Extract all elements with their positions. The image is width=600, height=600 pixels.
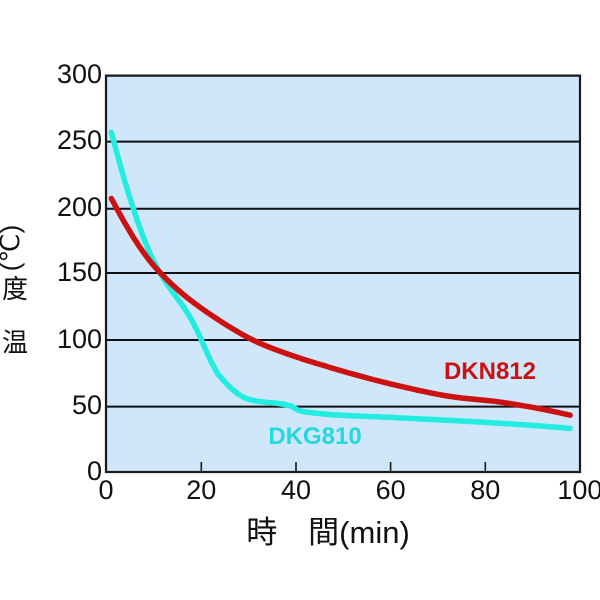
- svg-text:度: 度: [2, 274, 28, 304]
- svg-text:300: 300: [57, 59, 102, 89]
- svg-text:温: 温: [2, 328, 28, 358]
- svg-text:250: 250: [57, 125, 102, 155]
- svg-text:20: 20: [186, 475, 216, 505]
- svg-text:60: 60: [376, 475, 406, 505]
- svg-text:(℃): (℃): [0, 225, 25, 272]
- svg-text:50: 50: [72, 390, 102, 420]
- svg-text:時 間(min): 時 間(min): [246, 515, 410, 550]
- svg-text:100: 100: [57, 324, 102, 354]
- svg-text:DKN812: DKN812: [444, 358, 536, 385]
- svg-text:200: 200: [57, 192, 102, 222]
- svg-text:40: 40: [281, 475, 311, 505]
- svg-text:0: 0: [98, 475, 113, 505]
- svg-text:100: 100: [557, 475, 600, 505]
- svg-text:150: 150: [57, 257, 102, 287]
- svg-text:DKG810: DKG810: [268, 423, 361, 450]
- svg-text:80: 80: [470, 475, 500, 505]
